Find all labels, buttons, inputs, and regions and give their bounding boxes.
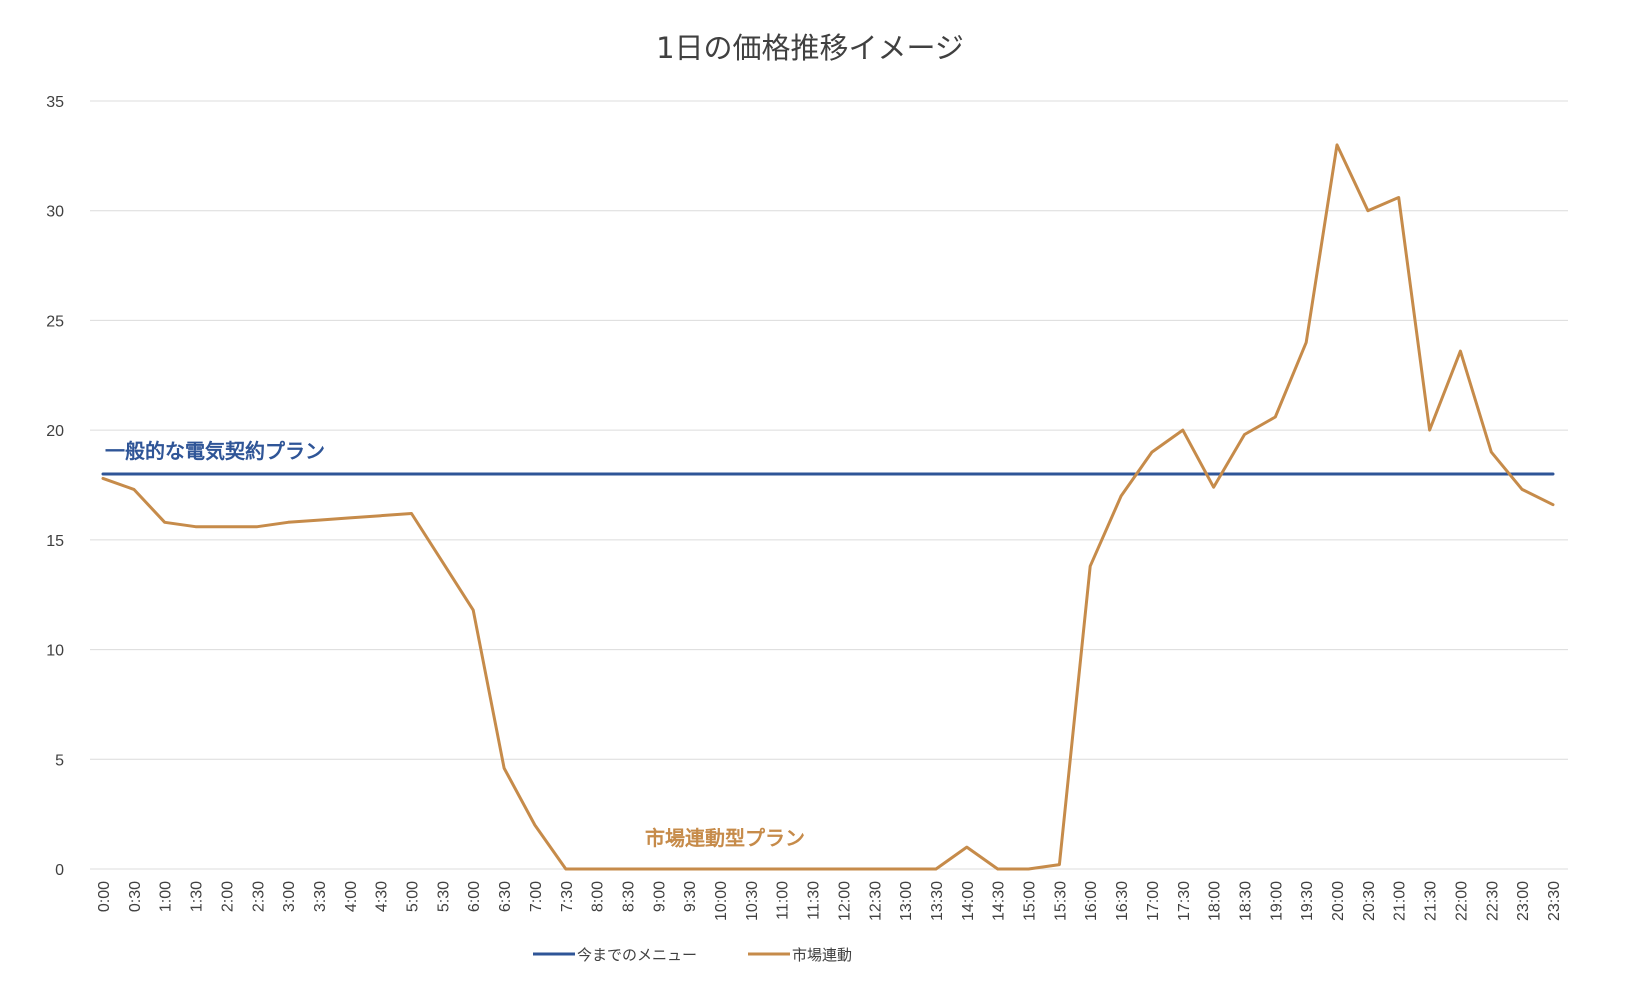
- legend: 今までのメニュー 市場連動: [533, 946, 852, 964]
- x-tick-label: 1:00: [158, 881, 175, 912]
- x-tick-label: 8:00: [590, 881, 607, 912]
- x-tick-label: 18:00: [1207, 881, 1224, 921]
- x-tick-label: 2:30: [250, 881, 267, 912]
- x-tick-label: 23:00: [1515, 881, 1532, 921]
- x-tick-label: 6:30: [497, 881, 514, 912]
- x-tick-label: 18:30: [1237, 881, 1254, 921]
- y-tick-label: 25: [46, 313, 64, 330]
- x-tick-label: 21:00: [1392, 881, 1409, 921]
- x-tick-label: 14:30: [991, 881, 1008, 921]
- legend-label-market: 市場連動: [792, 946, 852, 964]
- x-tick-label: 20:00: [1330, 881, 1347, 921]
- x-tick-label: 3:30: [312, 881, 329, 912]
- y-tick-label: 20: [46, 423, 64, 440]
- chart-title: 1日の価格推移イメージ: [656, 31, 964, 65]
- x-tick-label: 15:30: [1052, 881, 1069, 921]
- x-tick-label: 16:30: [1114, 881, 1131, 921]
- y-axis-ticks: 0 5 10 15 20 25 30 35: [46, 94, 64, 879]
- x-tick-label: 1:30: [189, 881, 206, 912]
- x-tick-label: 19:00: [1268, 881, 1285, 921]
- x-tick-label: 5:00: [405, 881, 422, 912]
- y-tick-label: 10: [46, 643, 64, 660]
- x-tick-label: 0:00: [96, 881, 113, 912]
- x-tick-label: 17:30: [1176, 881, 1193, 921]
- annotation-standard-plan: 一般的な電気契約プラン: [105, 439, 325, 463]
- x-tick-label: 7:30: [559, 881, 576, 912]
- x-tick-label: 21:30: [1423, 881, 1440, 921]
- x-tick-label: 11:30: [806, 881, 823, 920]
- x-tick-label: 23:30: [1546, 881, 1563, 921]
- x-axis-ticks: 0:00 0:30 1:00 1:30 2:00 2:30 3:00 3:30 4:00 4:30…: [96, 881, 1563, 921]
- x-tick-label: 16:00: [1083, 881, 1100, 921]
- annotation-market-plan: 市場連動型プラン: [645, 826, 805, 850]
- series-lines: [101, 143, 1555, 871]
- x-tick-label: 12:30: [867, 881, 884, 921]
- x-tick-label: 22:30: [1484, 881, 1501, 921]
- x-tick-label: 9:30: [682, 881, 699, 912]
- x-tick-label: 13:00: [898, 881, 915, 921]
- y-tick-label: 35: [46, 94, 64, 111]
- gridlines: [90, 100, 1568, 870]
- x-tick-label: 7:00: [528, 881, 545, 912]
- x-tick-label: 11:00: [775, 881, 792, 920]
- x-tick-label: 8:30: [620, 881, 637, 912]
- x-tick-label: 5:30: [435, 881, 452, 912]
- x-tick-label: 6:00: [466, 881, 483, 912]
- y-tick-label: 15: [46, 533, 64, 550]
- x-tick-label: 19:30: [1299, 881, 1316, 921]
- x-tick-label: 3:00: [281, 881, 298, 912]
- x-tick-label: 0:30: [127, 881, 144, 912]
- y-tick-label: 0: [55, 862, 64, 879]
- x-tick-label: 4:30: [374, 881, 391, 912]
- y-tick-label: 5: [55, 752, 64, 769]
- legend-label-standard: 今までのメニュー: [577, 946, 697, 964]
- x-tick-label: 15:00: [1022, 881, 1039, 921]
- x-tick-label: 9:00: [651, 881, 668, 912]
- x-tick-label: 12:00: [836, 881, 853, 921]
- x-tick-label: 4:00: [343, 881, 360, 912]
- x-tick-label: 14:00: [960, 881, 977, 921]
- x-tick-label: 17:00: [1145, 881, 1162, 921]
- series-line-market: [101, 143, 1555, 871]
- x-tick-label: 22:00: [1453, 881, 1470, 921]
- x-tick-label: 13:30: [929, 881, 946, 921]
- x-tick-label: 10:30: [744, 881, 761, 921]
- y-tick-label: 30: [46, 204, 64, 221]
- x-tick-label: 2:00: [219, 881, 236, 912]
- x-tick-label: 10:00: [713, 881, 730, 921]
- x-tick-label: 20:30: [1361, 881, 1378, 921]
